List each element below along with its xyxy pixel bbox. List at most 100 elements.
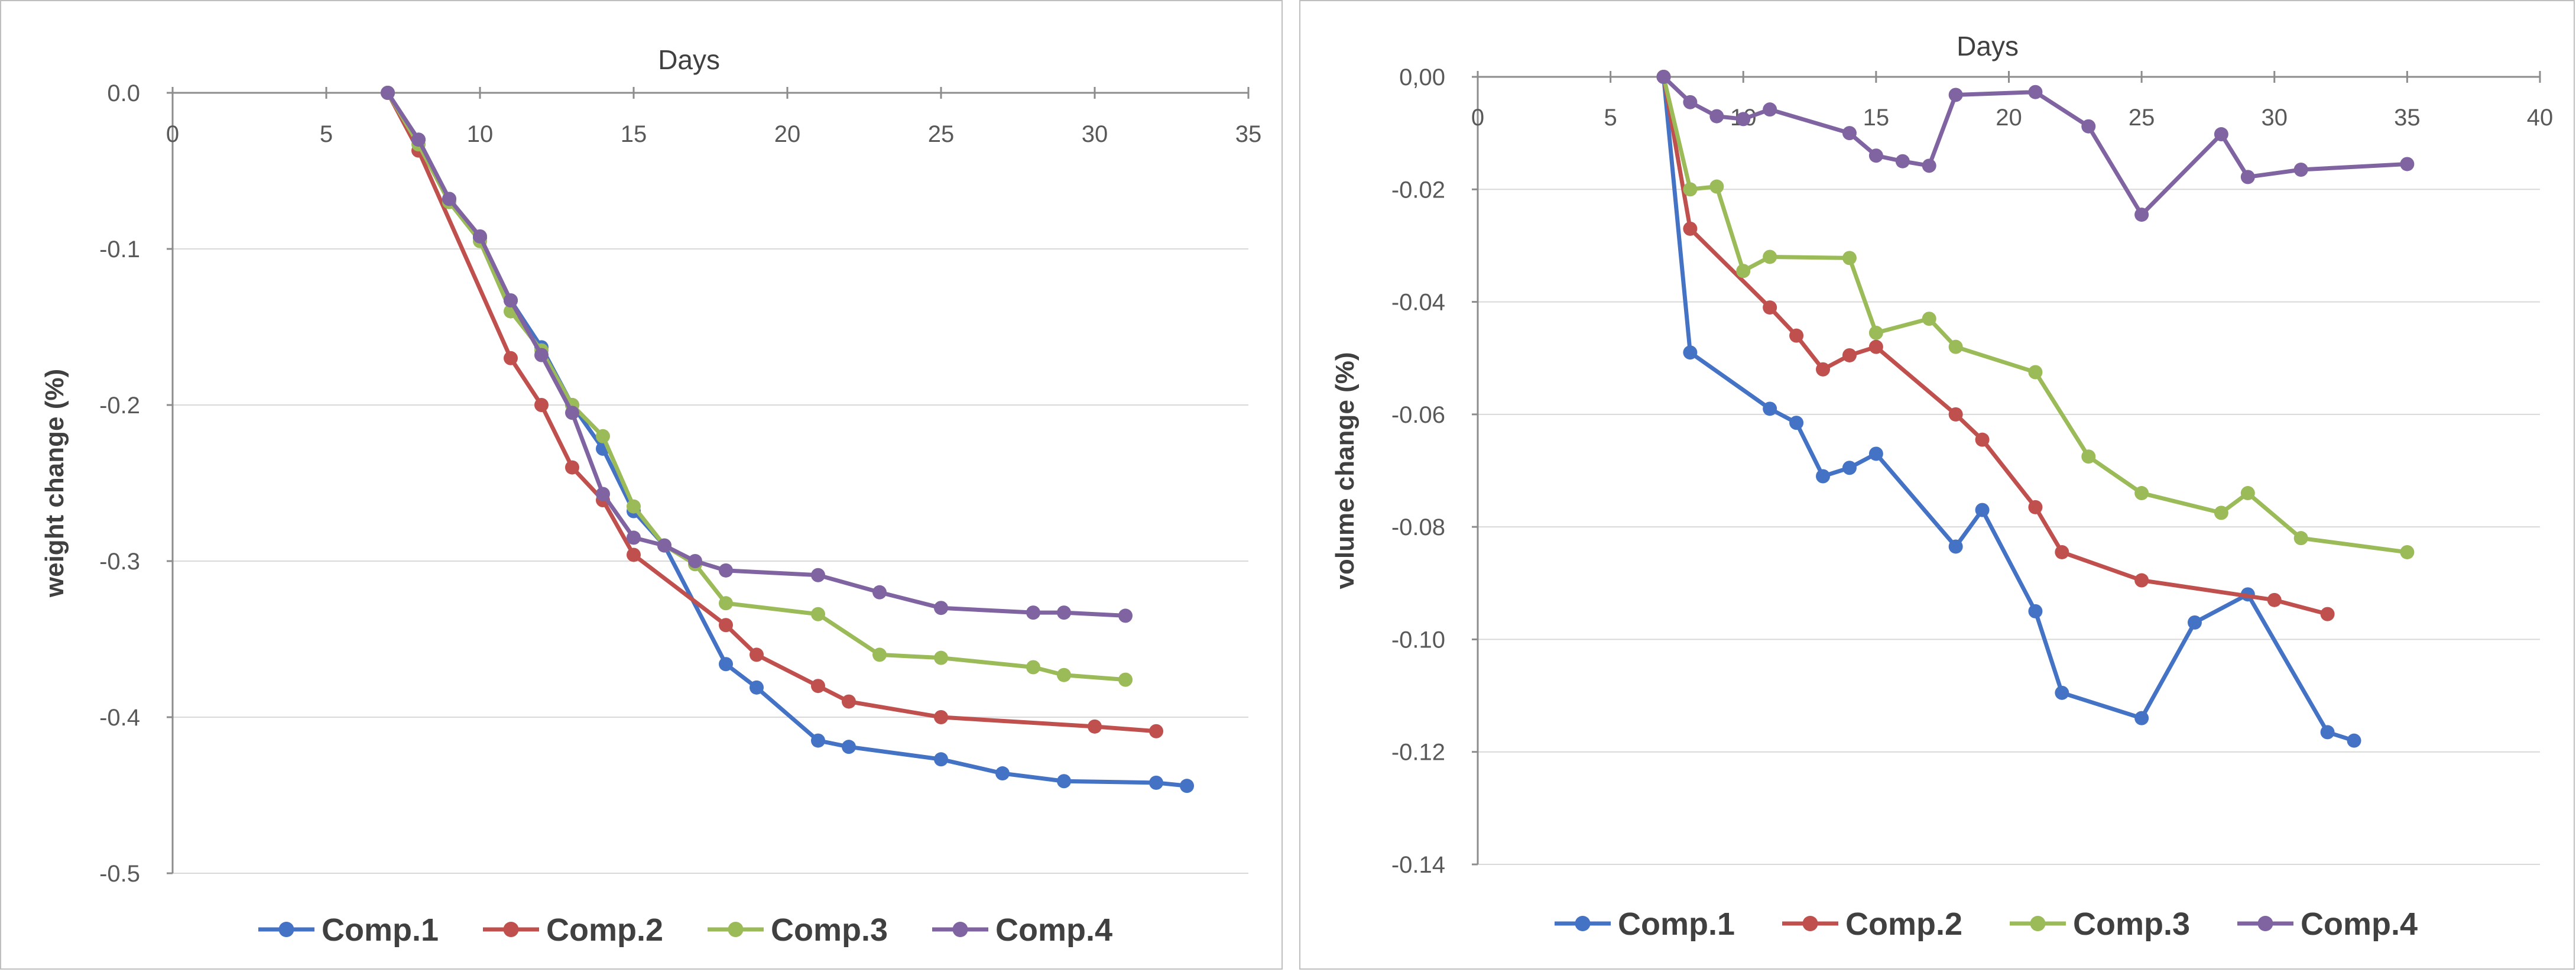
data-point-comp-2 — [2320, 607, 2335, 621]
data-point-comp-1 — [1763, 401, 1777, 416]
data-point-comp-1 — [842, 740, 856, 754]
x-tick-label: 30 — [2262, 105, 2288, 131]
data-point-comp-1 — [1868, 446, 1883, 461]
data-point-comp-3 — [2028, 365, 2043, 380]
x-tick-label: 15 — [621, 121, 647, 147]
data-point-comp-3 — [1842, 251, 1857, 265]
data-point-comp-1 — [1842, 461, 1857, 475]
data-point-comp-2 — [2267, 592, 2282, 607]
data-point-comp-3 — [1763, 250, 1777, 264]
data-point-comp-3 — [872, 647, 887, 662]
legend-marker-comp-2 — [503, 922, 519, 937]
data-point-comp-2 — [1842, 348, 1857, 362]
data-point-comp-4 — [2240, 170, 2255, 184]
series-line-comp-1 — [1661, 74, 2357, 743]
data-point-comp-3 — [1736, 264, 1751, 278]
data-point-comp-4 — [2293, 162, 2308, 177]
x-tick-label: 35 — [1235, 121, 1262, 147]
data-point-comp-2 — [1948, 407, 1963, 422]
data-point-comp-1 — [2134, 711, 2149, 725]
data-point-comp-1 — [750, 680, 764, 695]
data-point-comp-3 — [1948, 339, 1963, 354]
legend-label-comp-2: Comp.2 — [546, 912, 663, 948]
data-point-comp-3 — [2400, 545, 2415, 559]
y-tick-label: -0.2 — [99, 393, 140, 419]
data-point-comp-2 — [1683, 221, 1698, 236]
data-point-comp-3 — [1026, 660, 1040, 675]
data-point-comp-4 — [2134, 208, 2149, 222]
x-tick-label: 30 — [1082, 121, 1108, 147]
data-point-comp-1 — [1975, 503, 1990, 517]
x-tick-label: 40 — [2527, 105, 2554, 131]
x-axis-title: Days — [658, 44, 720, 75]
data-point-comp-1 — [995, 766, 1010, 781]
y-tick-label: 0,00 — [1399, 64, 1445, 90]
data-point-comp-4 — [1948, 88, 1963, 102]
data-point-comp-4 — [442, 192, 456, 206]
data-point-comp-2 — [1868, 339, 1883, 354]
data-point-comp-3 — [2134, 486, 2149, 501]
data-point-comp-2 — [750, 647, 764, 662]
x-tick-label: 0 — [1471, 105, 1484, 131]
y-tick-label: -0.08 — [1391, 514, 1445, 540]
legend-label-comp-4: Comp.4 — [2301, 906, 2418, 942]
data-point-comp-4 — [1736, 112, 1751, 127]
y-tick-label: -0.3 — [99, 549, 140, 575]
data-point-comp-3 — [1922, 312, 1936, 326]
legend-label-comp-2: Comp.2 — [1845, 906, 1962, 942]
legend-label-comp-3: Comp.3 — [2073, 906, 2190, 942]
data-point-comp-4 — [872, 585, 887, 600]
x-tick-label: 20 — [1996, 105, 2022, 131]
y-tick-label: -0.04 — [1391, 290, 1445, 316]
y-tick-label: -0.5 — [99, 861, 140, 887]
x-tick-label: 35 — [2394, 105, 2421, 131]
legend-label-comp-3: Comp.3 — [771, 912, 888, 948]
data-point-comp-2 — [1149, 724, 1163, 738]
legend-marker-comp-4 — [2257, 916, 2273, 931]
data-point-comp-3 — [2214, 506, 2228, 520]
data-point-comp-2 — [2134, 573, 2149, 588]
data-point-comp-2 — [2055, 545, 2069, 559]
series-line-comp-4 — [385, 90, 1128, 618]
weight-change-chart-panel: 0 5 10 15 20 25 30 35 0.0 -0.1 -0.2 -0.3 -0.4 -0.5 Day… — [0, 0, 1283, 970]
data-point-comp-4 — [1656, 70, 1671, 84]
y-tick-label: -0.06 — [1391, 402, 1445, 428]
legend-label-comp-4: Comp.4 — [995, 912, 1112, 948]
data-point-comp-4 — [504, 293, 518, 308]
data-point-comp-4 — [934, 601, 948, 615]
y-tick-label: -0.12 — [1391, 740, 1445, 766]
data-point-comp-4 — [2081, 119, 2096, 134]
legend-marker-comp-1 — [1575, 916, 1591, 931]
data-point-comp-3 — [1868, 325, 1883, 340]
series-line-comp-1 — [385, 90, 1189, 788]
data-point-comp-1 — [1683, 345, 1698, 360]
data-point-comp-4 — [1922, 158, 1936, 173]
data-point-comp-1 — [2187, 615, 2202, 630]
data-point-comp-4 — [381, 86, 395, 100]
data-point-comp-3 — [1709, 179, 1724, 194]
data-point-comp-3 — [719, 596, 733, 611]
data-point-comp-4 — [473, 229, 487, 244]
data-point-comp-1 — [1948, 539, 1963, 554]
legend-label-comp-1: Comp.1 — [322, 912, 439, 948]
data-point-comp-4 — [1842, 126, 1857, 141]
data-point-comp-2 — [934, 710, 948, 724]
weight-change-chart: 0 5 10 15 20 25 30 35 0.0 -0.1 -0.2 -0.3 -0.4 -0.5 Day… — [40, 44, 1262, 948]
x-tick-label: 25 — [2129, 105, 2155, 131]
x-tick-label: 10 — [467, 121, 494, 147]
data-point-comp-4 — [2028, 85, 2043, 99]
y-tick-label: -0.4 — [99, 705, 140, 731]
data-point-comp-4 — [1683, 95, 1698, 109]
data-point-comp-4 — [1763, 102, 1777, 117]
data-point-comp-1 — [1816, 469, 1831, 484]
x-axis-title: Days — [1957, 31, 2019, 61]
legend-marker-comp-4 — [952, 922, 968, 937]
y-tick-label: -0.1 — [99, 236, 140, 263]
data-point-comp-3 — [627, 499, 641, 514]
data-point-comp-2 — [1789, 328, 1804, 343]
data-point-comp-4 — [1868, 148, 1883, 163]
data-point-comp-1 — [2347, 733, 2361, 748]
data-point-comp-1 — [811, 733, 825, 748]
x-tick-label: 5 — [1604, 105, 1617, 131]
data-point-comp-4 — [627, 530, 641, 545]
